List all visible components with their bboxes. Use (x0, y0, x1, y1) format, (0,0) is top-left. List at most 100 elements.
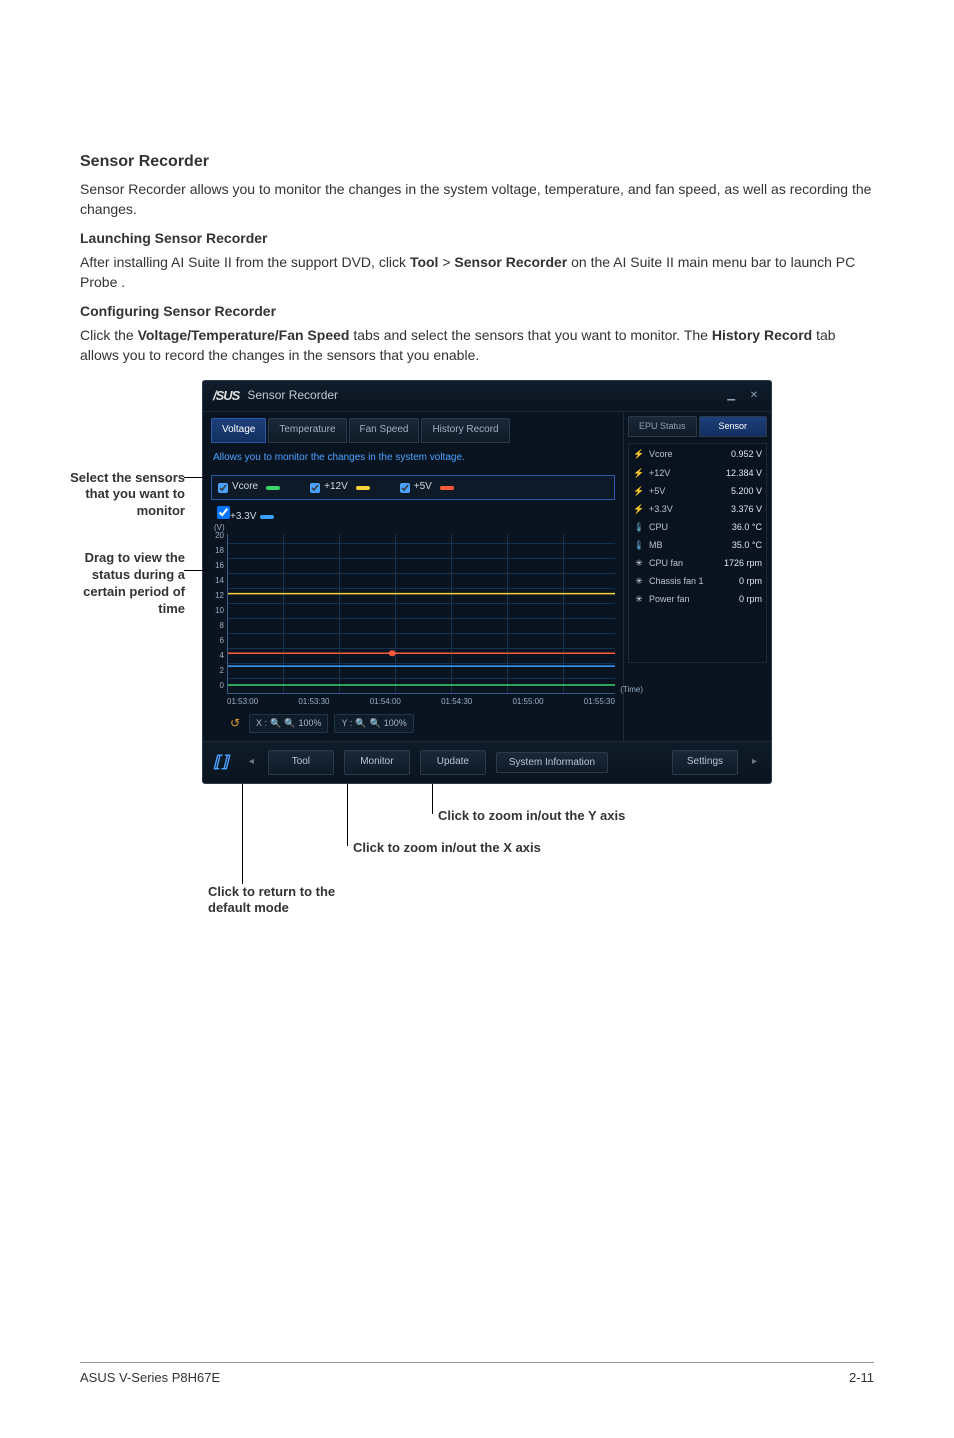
window-controls: ▁ ✕ (718, 389, 761, 404)
zoom-x-control[interactable]: X :🔍🔍100% (249, 714, 328, 733)
left-pane: Voltage Temperature Fan Speed History Re… (203, 412, 623, 741)
text: After installing AI Suite II from the su… (80, 254, 379, 270)
sensor-recorder-window: /SUS Sensor Recorder ▁ ✕ Voltage Tempera… (202, 380, 772, 784)
y-tick: 12 (210, 590, 224, 602)
bolt-icon: ⚡ (633, 467, 645, 480)
thermometer-icon: 🌡 (633, 539, 645, 552)
side-label-select: Select the sensors that you want to moni… (60, 470, 185, 521)
sensor-select-row: Vcore +12V +5V (211, 475, 615, 500)
zoom-toolbar: ↺ X :🔍🔍100% Y :🔍🔍100% (227, 714, 615, 733)
minimize-icon[interactable]: ▁ (724, 389, 738, 404)
text: click (379, 254, 406, 270)
main-tabs: Voltage Temperature Fan Speed History Re… (211, 418, 615, 443)
sensor-name: +3.3V (649, 503, 731, 516)
sensor-value: 36.0 °C (732, 521, 762, 534)
zoom-in-icon[interactable]: 🔍 (355, 717, 366, 730)
tab-history-record[interactable]: History Record (421, 418, 509, 443)
sensor-value: 1726 rpm (724, 557, 762, 570)
y-tick: 16 (210, 560, 224, 572)
tab-temperature[interactable]: Temperature (268, 418, 346, 443)
tab-epu-status[interactable]: EPU Status (628, 416, 697, 437)
zoom-y-control[interactable]: Y :🔍🔍100% (334, 714, 413, 733)
tab-fan-speed[interactable]: Fan Speed (349, 418, 420, 443)
zoom-y-label: Y : (341, 717, 352, 730)
monitor-button[interactable]: Monitor (344, 750, 410, 775)
sensor-row: ⚡+12V12.384 V (633, 467, 762, 480)
color-swatch (356, 486, 370, 490)
y-tick: 0 (210, 680, 224, 692)
sensor-value: 0 rpm (739, 593, 762, 606)
settings-button[interactable]: Settings (672, 750, 738, 775)
voltage-chart[interactable]: (V) (Time) 20 18 16 14 12 10 8 6 4 2 0 (227, 534, 615, 694)
checkbox-5v[interactable]: +5V (400, 480, 454, 495)
sensor-row: ⚡+5V5.200 V (633, 485, 762, 498)
tab-sensor[interactable]: Sensor (699, 416, 768, 437)
update-button[interactable]: Update (420, 750, 486, 775)
fan-icon: ✳ (633, 557, 645, 570)
intro-paragraph: Sensor Recorder allows you to monitor th… (80, 179, 874, 220)
bolt-icon: ⚡ (633, 503, 645, 516)
sensor-row: ✳Power fan0 rpm (633, 593, 762, 606)
checkbox-3v3[interactable]: +3.3V (217, 506, 274, 525)
color-swatch (260, 515, 274, 519)
zoom-out-icon[interactable]: 🔍 (370, 717, 381, 730)
time-unit: (Time) (620, 684, 643, 696)
color-swatch (440, 486, 454, 490)
zoom-pct: 100% (298, 717, 321, 730)
checkbox-label: +12V (324, 480, 348, 495)
config-title: Configuring Sensor Recorder (80, 301, 874, 321)
chevron-left-icon[interactable]: ◂ (245, 755, 258, 770)
sensor-value: 0 rpm (739, 575, 762, 588)
sensor-row: ⚡ +3.3V3.376 V (633, 503, 762, 516)
zoom-out-icon[interactable]: 🔍 (284, 717, 295, 730)
fan-icon: ✳ (633, 575, 645, 588)
sensor-name: Vcore (649, 448, 731, 461)
titlebar: /SUS Sensor Recorder ▁ ✕ (203, 381, 771, 413)
close-icon[interactable]: ✕ (747, 389, 761, 404)
y-tick: 20 (210, 530, 224, 542)
launch-title: Launching Sensor Recorder (80, 228, 874, 248)
config-paragraph: Click the Voltage/Temperature/Fan Speed … (80, 325, 874, 366)
callout-zoom-y: Click to zoom in/out the Y axis (438, 808, 625, 825)
figure-wrap: Select the sensors that you want to moni… (80, 380, 874, 954)
window-title: Sensor Recorder (247, 387, 718, 404)
checkbox-label: +3.3V (230, 511, 256, 522)
connector-line (184, 570, 208, 571)
sensor-value: 3.376 V (731, 503, 762, 516)
checkbox-label: Vcore (232, 480, 258, 495)
sensor-row: ⚡Vcore0.952 V (633, 448, 762, 461)
x-tick: 01:53:00 (227, 696, 258, 708)
tabs-label: Voltage/Temperature/Fan Speed (138, 327, 350, 343)
text: > (438, 254, 454, 270)
sensor-row: 🌡MB35.0 °C (633, 539, 762, 552)
callout-line (347, 784, 348, 846)
callout-line (242, 784, 243, 884)
page-footer: ASUS V-Series P8H67E 2-11 (80, 1362, 874, 1388)
callout-zoom-x: Click to zoom in/out the X axis (353, 840, 541, 857)
asus-logo: /SUS (213, 387, 239, 406)
tool-button[interactable]: Tool (268, 750, 334, 775)
system-info-button[interactable]: System Information (496, 752, 608, 773)
checkbox-12v[interactable]: +12V (310, 480, 370, 495)
zoom-in-icon[interactable]: 🔍 (270, 717, 281, 730)
sensor-name: Chassis fan 1 (649, 575, 739, 588)
sensor-name: CPU (649, 521, 732, 534)
bottom-toolbar: ⟦⟧ ◂ Tool Monitor Update System Informat… (203, 741, 771, 783)
sensor-name: MB (649, 539, 732, 552)
bolt-icon: ⚡ (633, 485, 645, 498)
sensor-value: 0.952 V (731, 448, 762, 461)
revert-button[interactable]: ↺ (227, 716, 243, 732)
zoom-pct: 100% (384, 717, 407, 730)
callout-return: Click to return to the default mode (208, 884, 348, 918)
x-ticks: 01:53:00 01:53:30 01:54:00 01:54:30 01:5… (227, 696, 615, 708)
x-tick: 01:54:00 (370, 696, 401, 708)
x-tick: 01:53:30 (298, 696, 329, 708)
chevron-right-icon[interactable]: ▸ (748, 755, 761, 770)
checkbox-vcore[interactable]: Vcore (218, 480, 280, 495)
tab-voltage[interactable]: Voltage (211, 418, 266, 443)
connector-line (184, 477, 208, 478)
sensor-name: Power fan (649, 593, 739, 606)
y-tick: 6 (210, 635, 224, 647)
right-pane: EPU Status Sensor ⚡Vcore0.952 V ⚡+12V12.… (623, 412, 771, 741)
sensor-value: 5.200 V (731, 485, 762, 498)
